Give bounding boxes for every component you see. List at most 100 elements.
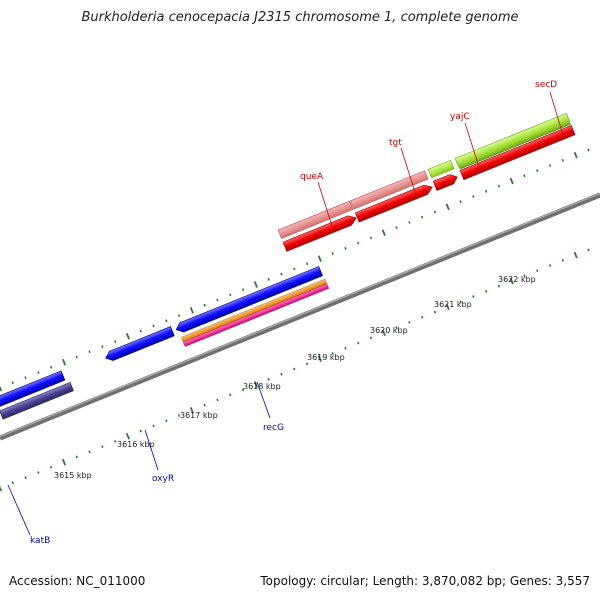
gene-feature-oxyR[interactable] <box>104 326 175 363</box>
gene-feature-recG[interactable] <box>174 266 323 334</box>
outer-tick-mark <box>497 184 501 188</box>
inner-tick-mark <box>459 300 462 304</box>
inner-tick-mark <box>472 295 475 298</box>
inner-tick-mark <box>356 341 360 345</box>
inner-tick-mark <box>113 439 117 443</box>
outer-tick-mark <box>369 236 373 240</box>
outer-tick-ring <box>0 148 590 392</box>
inner-tick-mark <box>445 303 450 311</box>
gene-feature-secD-product-top <box>458 121 571 170</box>
inner-tick-mark <box>125 432 130 440</box>
leader-line-tgt <box>400 147 416 193</box>
outer-tick-mark <box>88 350 91 354</box>
inner-tick-mark <box>305 362 309 366</box>
outer-tick-mark <box>61 358 67 366</box>
inner-tick-mark <box>587 248 590 252</box>
outer-tick-mark <box>408 220 411 224</box>
inner-tick-mark <box>37 471 40 474</box>
inner-tick-ring <box>0 248 590 492</box>
outer-tick-mark <box>253 281 258 288</box>
outer-tick-mark <box>433 210 437 214</box>
genome-stats-text: Topology: circular; Length: 3,870,082 bp… <box>260 574 590 588</box>
inner-tick-mark <box>49 465 53 469</box>
inner-tick-mark <box>331 352 334 355</box>
gene-feature-tgt-product[interactable] <box>354 182 434 223</box>
outer-tick-mark <box>165 319 168 323</box>
leader-line-recG <box>256 381 271 419</box>
outer-tick-mark <box>11 381 14 385</box>
inner-tick-mark <box>408 320 411 324</box>
outer-tick-mark <box>445 203 450 211</box>
outer-tick-mark <box>395 226 398 230</box>
inner-tick-mark <box>369 336 373 340</box>
inner-tick-mark <box>395 326 398 330</box>
outer-tick-mark <box>216 298 219 302</box>
outer-tick-mark <box>459 200 462 204</box>
gene-label-yajC[interactable]: yajC <box>450 112 470 122</box>
chromosome-backbone <box>0 192 600 441</box>
inner-tick-mark <box>11 481 14 485</box>
outer-tick-mark <box>548 164 552 167</box>
accession-text: Accession: NC_011000 <box>9 574 146 588</box>
inner-tick-mark <box>241 388 245 392</box>
outer-tick-mark <box>139 329 142 333</box>
outer-tick-mark <box>0 385 3 392</box>
inner-tick-mark <box>523 274 526 278</box>
outer-tick-mark <box>509 177 514 185</box>
gene-feature-secD-product[interactable] <box>459 124 576 181</box>
gene-label-katB[interactable]: katB <box>30 536 50 546</box>
inner-tick-mark <box>203 403 206 407</box>
outer-tick-mark <box>280 272 283 276</box>
outer-tick-mark <box>113 339 117 343</box>
gene-feature-queA-product[interactable] <box>282 213 358 252</box>
gene-feature-katB-product[interactable] <box>0 381 74 420</box>
gene-feature-secD[interactable] <box>454 112 571 168</box>
leader-line-yajC <box>464 122 480 168</box>
gene-label-queA[interactable]: queA <box>300 172 324 182</box>
outer-tick-mark <box>293 267 296 271</box>
outer-tick-mark <box>587 148 590 152</box>
outer-tick-mark <box>484 189 488 193</box>
outer-tick-mark <box>356 241 360 245</box>
outer-tick-mark <box>203 303 206 307</box>
inner-tick-mark <box>497 284 501 288</box>
inner-tick-mark <box>229 393 232 397</box>
gene-label-recG[interactable]: recG <box>263 423 284 433</box>
gene-feature-recG-product-pink[interactable] <box>182 283 329 347</box>
leader-line-secD <box>549 91 564 136</box>
inner-tick-mark <box>101 445 104 449</box>
outer-tick-mark <box>152 324 155 328</box>
gene-label-oxyR[interactable]: oxyR <box>152 474 174 484</box>
gene-feature-yajC[interactable] <box>427 159 455 179</box>
kbp-label: 3618 kbp <box>243 382 281 391</box>
outer-tick-mark <box>229 293 232 297</box>
gene-label-tgt[interactable]: tgt <box>389 138 402 148</box>
outer-tick-mark <box>75 355 78 359</box>
inner-tick-mark <box>420 315 424 319</box>
outer-tick-mark <box>101 345 104 349</box>
gene-feature-yajC-product[interactable] <box>432 172 459 191</box>
inner-tick-mark <box>267 377 270 381</box>
outer-tick-mark <box>37 371 40 374</box>
inner-tick-mark <box>75 455 78 459</box>
gene-label-secD[interactable]: secD <box>535 80 557 90</box>
inner-tick-mark <box>344 346 347 350</box>
inner-tick-mark <box>152 424 155 428</box>
outer-tick-mark <box>523 174 526 178</box>
inner-tick-mark <box>189 407 194 414</box>
outer-tick-mark <box>344 246 347 250</box>
gene-feature-tgt[interactable] <box>350 170 429 210</box>
map-title: Burkholderia cenocepacia J2315 chromosom… <box>81 10 519 25</box>
gene-feature-katB[interactable] <box>0 370 66 408</box>
leader-line-queA <box>317 181 333 227</box>
gene-feature-queA[interactable] <box>277 200 354 239</box>
inner-tick-mark <box>293 367 296 371</box>
kbp-label: 3616 kbp <box>117 440 155 449</box>
outer-tick-mark <box>177 314 181 317</box>
outer-tick-mark <box>536 169 539 173</box>
kbp-label: 3620 kbp <box>370 326 408 335</box>
kbp-label: 3622 kbp <box>498 275 536 284</box>
outer-tick-mark <box>573 151 578 159</box>
leader-line-oxyR <box>144 429 159 471</box>
